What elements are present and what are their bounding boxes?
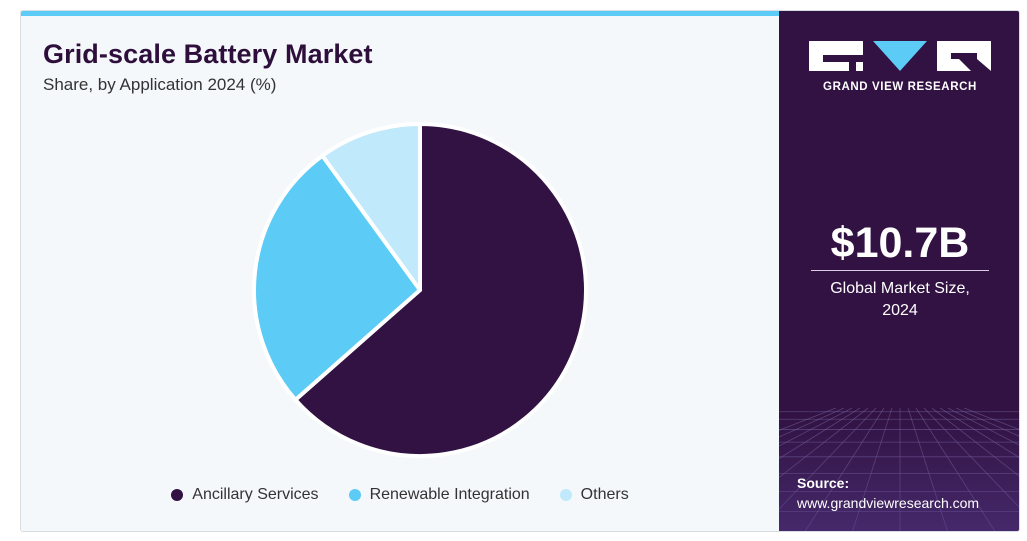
- market-size-label-line2: 2024: [882, 302, 918, 319]
- legend-marker: [559, 489, 572, 501]
- pie-slice-renewable-integration: [252, 153, 422, 402]
- legend-label: Ancillary Services: [192, 486, 319, 503]
- legend-item-others: Others: [559, 486, 629, 504]
- chart-card: Grid-scale Battery Market Share, by Appl…: [20, 10, 1020, 532]
- chart-panel: Grid-scale Battery Market Share, by Appl…: [21, 11, 779, 531]
- legend-item-ancillary-services: Ancillary Services: [171, 486, 319, 504]
- accent-bar: [21, 11, 779, 16]
- legend-label: Renewable Integration: [369, 486, 530, 503]
- legend-marker: [348, 489, 361, 501]
- logo-text: GRAND VIEW RESEARCH: [823, 81, 977, 93]
- info-sidebar: GRAND VIEW RESEARCH $10.7B Global Market…: [779, 11, 1019, 531]
- market-size-label-line1: Global Market Size,: [830, 280, 970, 297]
- pie-slice-ancillary-services: [293, 122, 588, 458]
- market-size-label: Global Market Size, 2024: [779, 278, 1019, 322]
- source-link[interactable]: www.grandviewresearch.com: [797, 495, 980, 511]
- market-size-value: $10.7B: [830, 219, 970, 267]
- grid-glow: [779, 413, 1019, 531]
- legend-item-renewable-integration: Renewable Integration: [348, 486, 530, 504]
- chart-title: Grid-scale Battery Market: [43, 39, 373, 69]
- legend-marker: [171, 489, 184, 501]
- pie-slice-others: [320, 122, 422, 292]
- gvr-logo-icon: [809, 41, 991, 71]
- divider: [811, 270, 989, 271]
- chart-legend: Ancillary Services Renewable Integration O…: [21, 483, 779, 507]
- pie-chart: [252, 122, 588, 458]
- source-label: Source:: [797, 475, 850, 491]
- chart-subtitle: Share, by Application 2024 (%): [43, 75, 277, 94]
- legend-label: Others: [580, 486, 629, 503]
